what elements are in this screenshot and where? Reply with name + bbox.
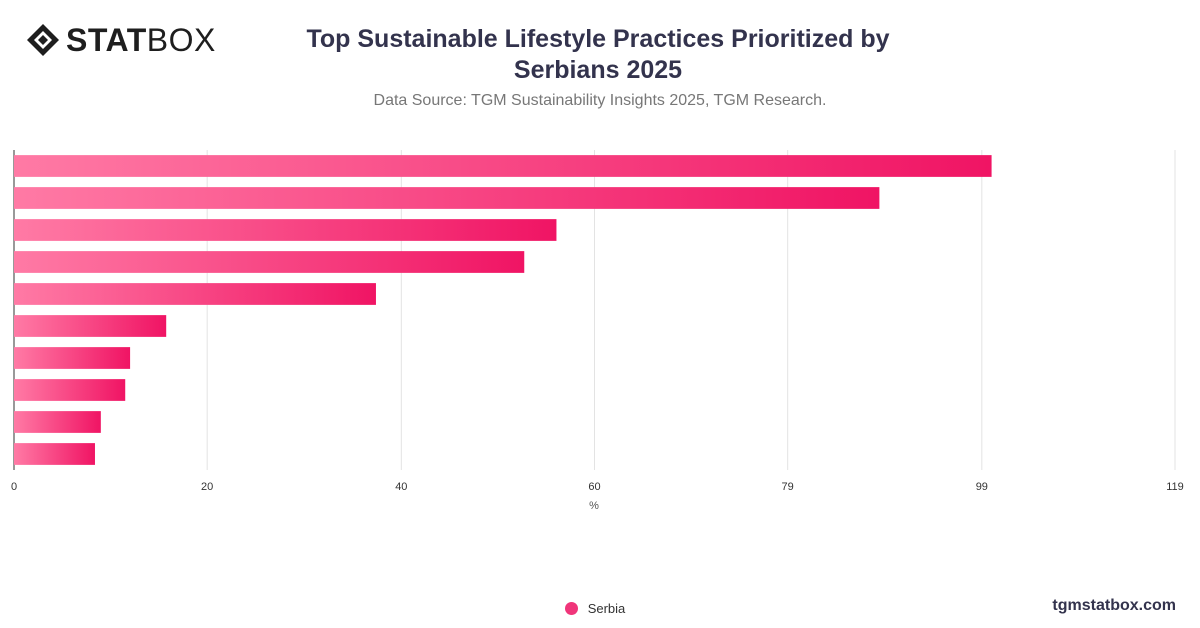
bar-10[interactable] — [14, 443, 95, 465]
website-label: tgmstatbox.com — [1052, 597, 1176, 614]
x-tick-label: 0 — [11, 481, 17, 493]
x-axis-title: % — [589, 500, 599, 512]
chart-title: Top Sustainable Lifestyle Practices Prio… — [306, 25, 890, 84]
diamond-logo-icon — [27, 24, 59, 56]
bar-9[interactable] — [14, 411, 101, 433]
logo-text-light: BOX — [146, 21, 216, 58]
x-tick-label: 40 — [395, 481, 407, 493]
chart-legend: Serbia — [0, 601, 1200, 616]
bar-7[interactable] — [14, 347, 131, 369]
bar-1[interactable] — [14, 155, 992, 177]
x-tick-label: 20 — [201, 481, 213, 493]
bar-6[interactable] — [14, 315, 167, 337]
bar-2[interactable] — [14, 187, 880, 209]
statbox-logo: STAT BOX — [26, 22, 216, 58]
legend-label-serbia[interactable]: Serbia — [587, 601, 626, 616]
chart-subtitle: Data Source: TGM Sustainability Insights… — [373, 92, 827, 109]
x-tick-label: 99 — [976, 481, 988, 493]
bar-3[interactable] — [14, 219, 557, 241]
bar-4[interactable] — [14, 251, 525, 273]
logo-text-bold: STAT — [66, 21, 147, 58]
bar-5[interactable] — [14, 283, 376, 305]
bar-8[interactable] — [14, 379, 126, 401]
x-tick-label: 79 — [782, 481, 794, 493]
x-tick-label: 119 — [1166, 481, 1184, 493]
x-tick-label: 60 — [588, 481, 600, 493]
legend-marker — [564, 602, 578, 615]
